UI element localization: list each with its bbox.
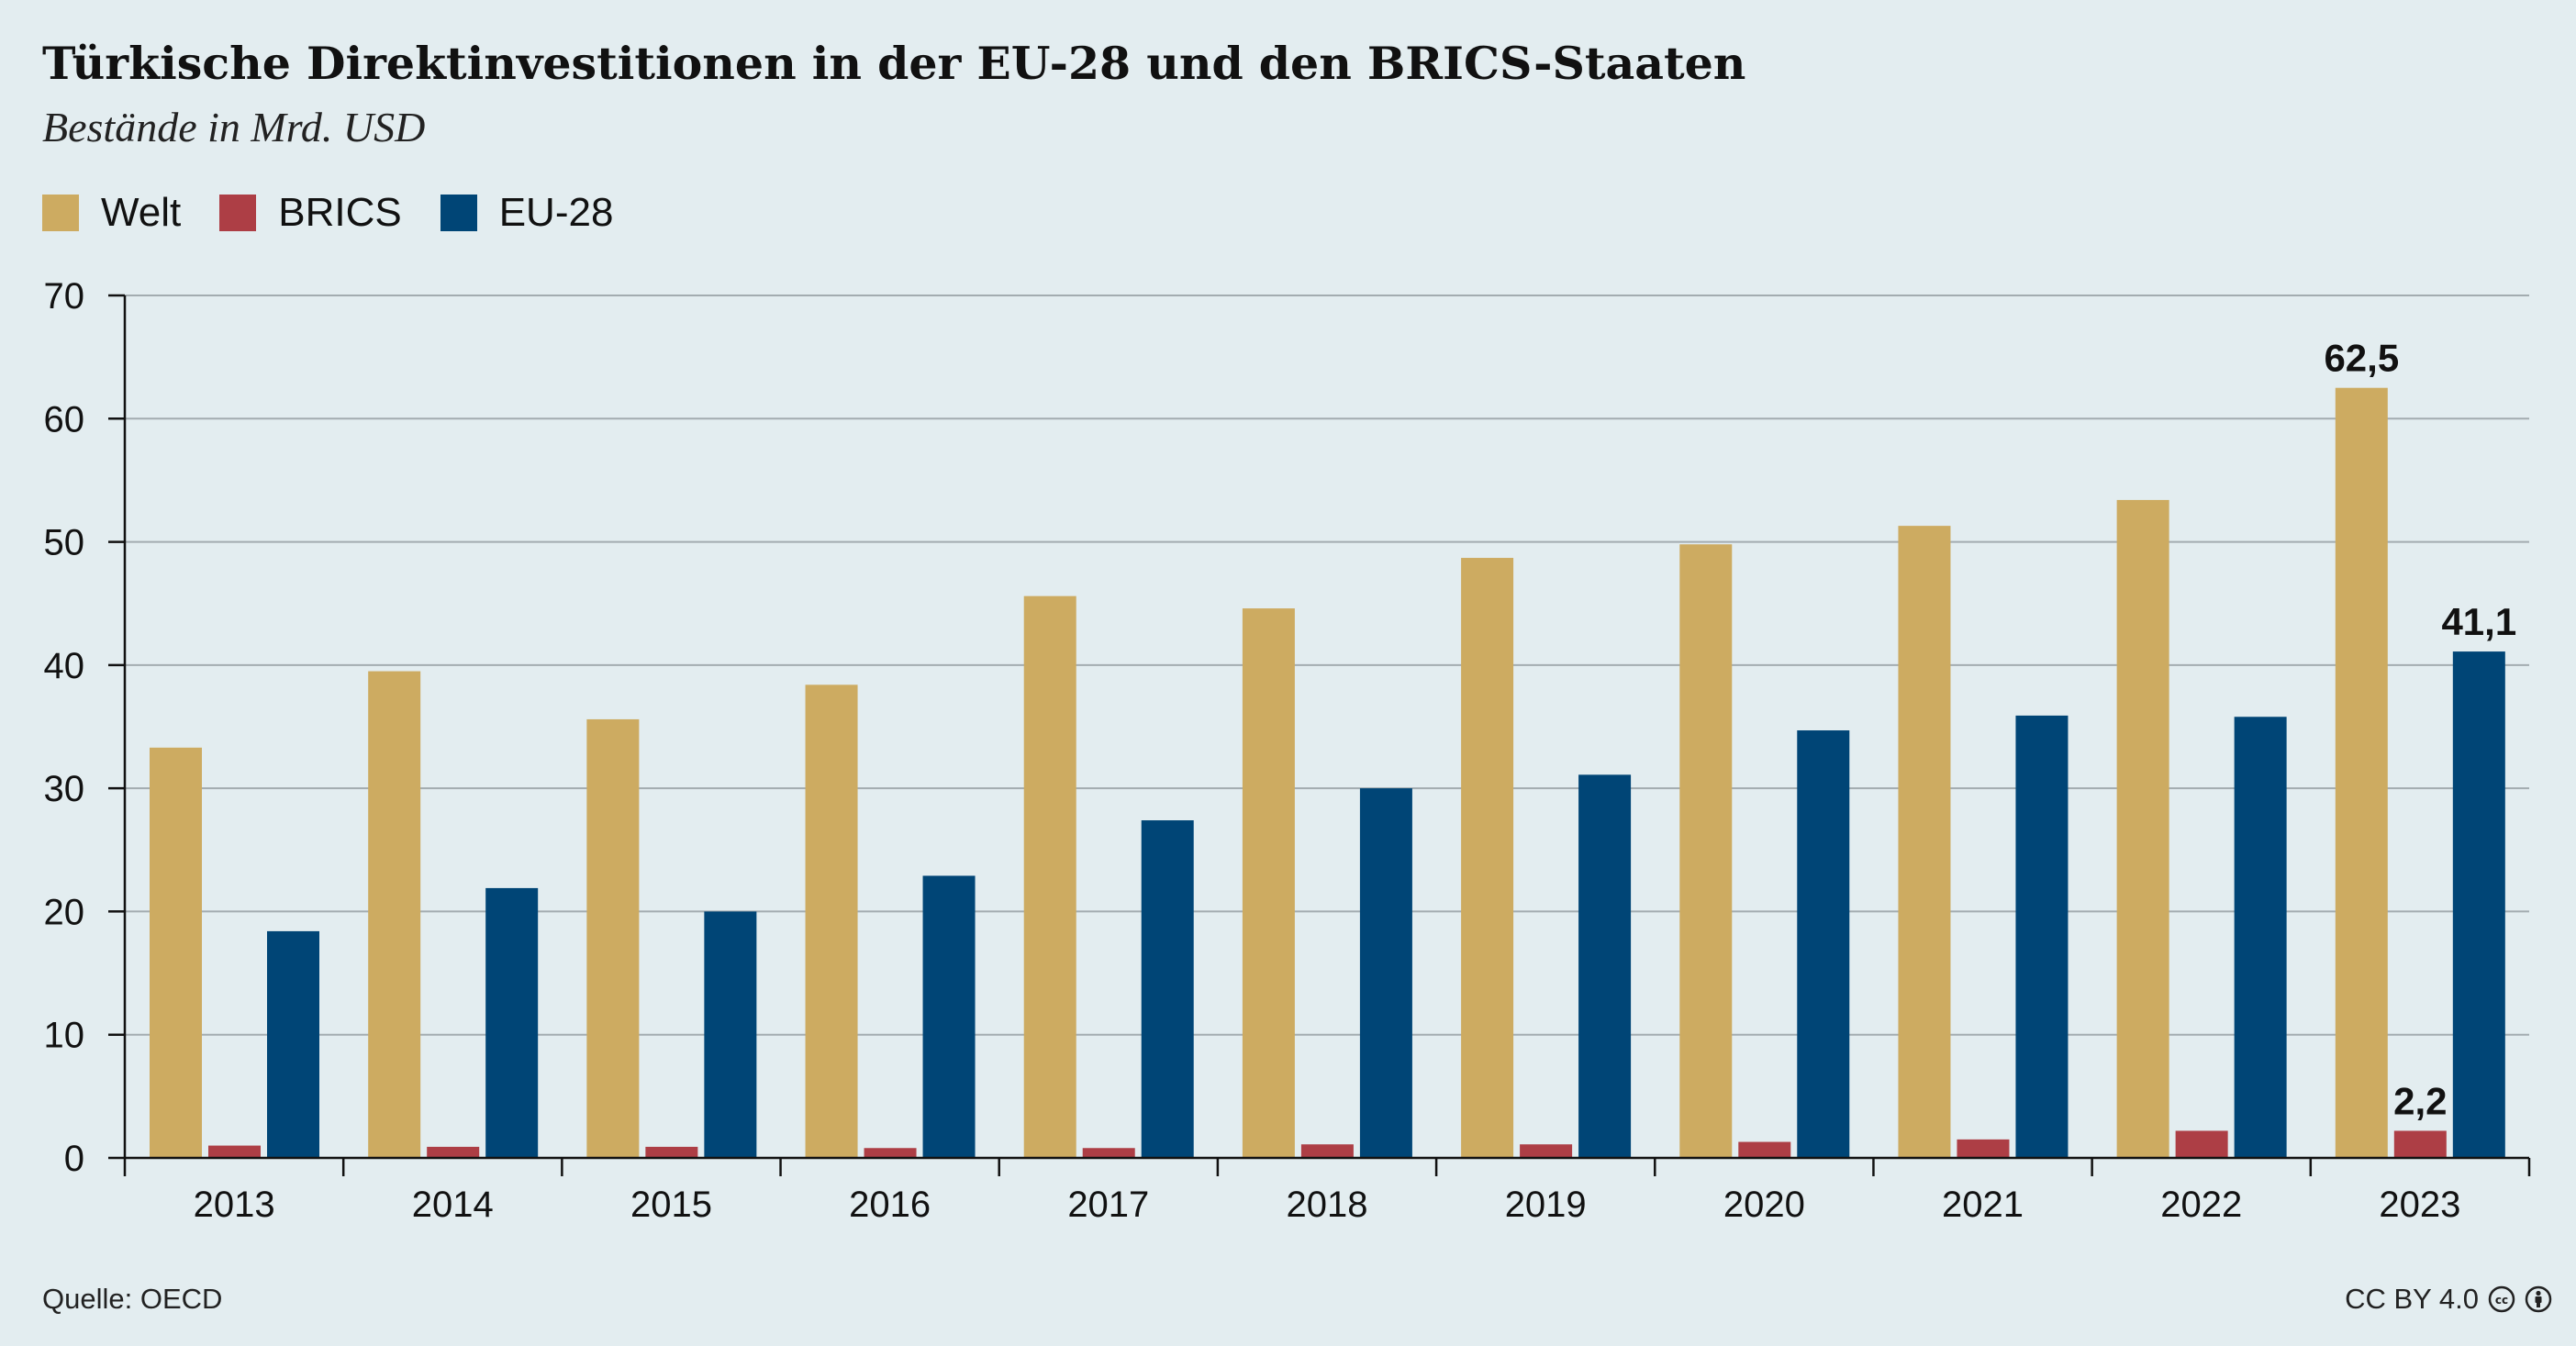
bars: [150, 387, 2505, 1158]
attribution-icon: [2525, 1285, 2552, 1313]
x-tick-label: 2023: [2379, 1185, 2460, 1225]
chart-legend: Welt BRICS EU-28: [42, 190, 652, 236]
y-tick-label: 0: [64, 1139, 84, 1179]
bar-welt-2018: [1242, 608, 1295, 1158]
license-note: CC BY 4.0 cc: [2345, 1283, 2552, 1316]
creative-commons-icon: cc: [2488, 1285, 2515, 1313]
x-tick-label: 2013: [194, 1185, 275, 1225]
bar-welt-2023: [2335, 387, 2388, 1158]
bar-eu28-2014: [485, 887, 539, 1158]
x-tick-label: 2017: [1067, 1185, 1149, 1225]
bar-brics-2021: [1957, 1139, 2010, 1158]
bar-brics-2013: [208, 1145, 261, 1158]
bar-brics-2020: [1738, 1141, 1791, 1158]
bar-brics-2022: [2175, 1130, 2228, 1158]
bar-brics-2017: [1082, 1148, 1135, 1158]
bar-eu28-2015: [704, 911, 757, 1158]
x-tick-label: 2015: [630, 1185, 712, 1225]
bar-eu28-2017: [1141, 820, 1194, 1158]
data-label: 2,2: [2393, 1079, 2447, 1122]
bar-welt-2021: [1898, 526, 1951, 1158]
bar-eu28-2023: [2452, 651, 2505, 1158]
x-tick-label: 2018: [1287, 1185, 1368, 1225]
bar-welt-2014: [368, 671, 421, 1158]
bar-welt-2015: [586, 718, 640, 1158]
legend-swatch-brics: [219, 195, 257, 231]
y-tick-label: 60: [44, 399, 85, 439]
bar-eu28-2019: [1578, 774, 1632, 1158]
license-text: CC BY 4.0: [2345, 1283, 2479, 1315]
x-tick-label: 2020: [1723, 1185, 1805, 1225]
bar-eu28-2016: [922, 875, 976, 1158]
bar-welt-2020: [1679, 544, 1733, 1158]
data-label: 41,1: [2441, 600, 2516, 643]
bar-brics-2015: [645, 1146, 698, 1158]
bar-welt-2013: [150, 747, 202, 1158]
x-tick-label: 2022: [2160, 1185, 2242, 1225]
data-labels: 62,5 2,2 41,1: [2324, 337, 2516, 1123]
y-tick-label: 50: [44, 523, 85, 563]
x-tick-label: 2021: [1942, 1185, 2024, 1225]
data-label: 62,5: [2324, 337, 2399, 380]
axes: 0 10 20 30 40 50 60 70 2013 2014 2015 2016 2017 2018 2…: [44, 276, 2531, 1225]
y-tick-label: 40: [44, 646, 85, 686]
bar-brics-2019: [1520, 1144, 1573, 1158]
y-tick-label: 10: [44, 1016, 85, 1056]
x-tick-label: 2019: [1505, 1185, 1587, 1225]
svg-text:cc: cc: [2495, 1294, 2508, 1307]
y-tick-label: 30: [44, 769, 85, 809]
legend-label-eu28: EU-28: [498, 190, 614, 235]
y-tick-label: 70: [44, 276, 85, 317]
bar-eu28-2018: [1359, 788, 1412, 1158]
legend-item-welt: Welt: [42, 190, 181, 236]
x-tick-label: 2016: [849, 1185, 931, 1225]
chart-title: Türkische Direktinvestitionen in der EU-…: [42, 37, 1746, 90]
legend-item-eu28: EU-28: [440, 190, 614, 236]
bar-eu28-2013: [267, 930, 319, 1158]
legend-label-brics: BRICS: [278, 190, 402, 235]
legend-swatch-welt: [42, 195, 79, 231]
chart-subtitle: Bestände in Mrd. USD: [42, 104, 426, 150]
bar-eu28-2020: [1797, 730, 1850, 1158]
bar-brics-2023: [2393, 1130, 2447, 1158]
bar-welt-2022: [2116, 499, 2169, 1158]
legend-label-welt: Welt: [101, 190, 182, 235]
bar-brics-2014: [427, 1146, 480, 1158]
bar-eu28-2022: [2234, 717, 2287, 1158]
y-tick-label: 20: [44, 892, 85, 932]
legend-item-brics: BRICS: [219, 190, 402, 236]
bar-eu28-2021: [2015, 715, 2069, 1158]
legend-swatch-eu28: [440, 195, 477, 231]
bar-welt-2016: [805, 684, 858, 1158]
bar-brics-2016: [864, 1148, 917, 1158]
bar-welt-2017: [1023, 595, 1076, 1158]
x-tick-label: 2014: [412, 1185, 494, 1225]
bar-welt-2019: [1461, 558, 1514, 1158]
bar-brics-2018: [1300, 1144, 1354, 1158]
source-note: Quelle: OECD: [42, 1283, 223, 1315]
